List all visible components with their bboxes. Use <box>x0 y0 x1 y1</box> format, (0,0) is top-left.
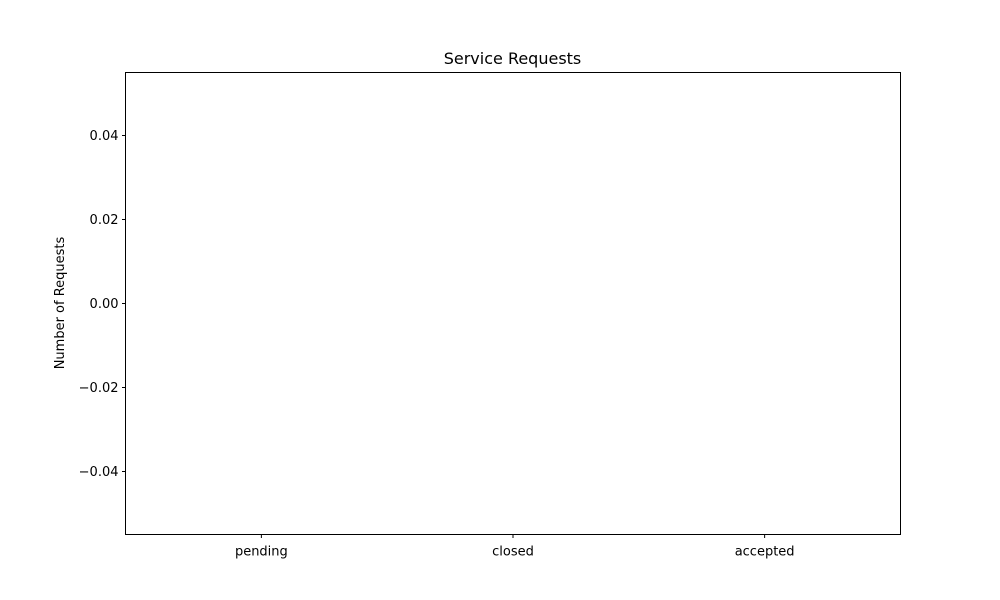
chart-title: Service Requests <box>444 49 582 68</box>
y-tick-label: 0.04 <box>90 129 119 144</box>
y-tick-label: −0.02 <box>79 381 119 396</box>
x-tick-label: pending <box>235 545 288 560</box>
y-axis-title: Number of Requests <box>53 236 68 369</box>
y-axis: −0.04 −0.02 0.00 0.02 0.04 <box>79 129 126 480</box>
x-axis: pending closed accepted <box>235 534 795 560</box>
y-tick-label: −0.04 <box>79 465 119 480</box>
x-tick-label: closed <box>492 545 534 560</box>
y-tick-label: 0.02 <box>90 213 119 228</box>
y-tick-label: 0.00 <box>90 297 119 312</box>
plot-frame <box>125 72 901 535</box>
x-tick-label: accepted <box>735 545 795 560</box>
